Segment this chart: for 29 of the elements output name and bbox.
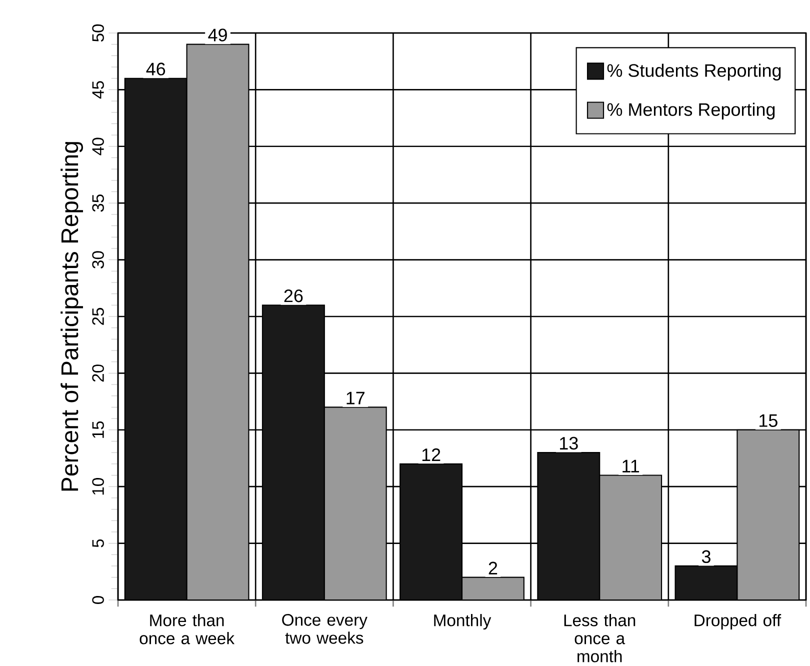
y-tick-label: 45 — [92, 81, 104, 99]
y-tick-label: 0 — [92, 596, 104, 604]
data-label: 46 — [146, 62, 166, 76]
data-label: 13 — [560, 436, 578, 450]
x-tick-label: Less than once a month — [564, 614, 636, 662]
data-label: 12 — [422, 448, 440, 461]
legend-label: % Mentors Reporting — [607, 102, 775, 120]
data-label: 11 — [622, 460, 640, 472]
y-tick-label: 20 — [92, 364, 104, 382]
y-tick-label: 30 — [92, 251, 104, 268]
legend-label: % Students Reporting — [607, 64, 781, 80]
data-label: 2 — [488, 562, 498, 574]
data-label: 3 — [702, 550, 710, 564]
x-tick-label: Once every two weeks — [282, 614, 368, 644]
data-label: 15 — [760, 414, 778, 427]
data-label: 49 — [208, 28, 227, 42]
y-tick-label: 10 — [92, 478, 104, 495]
x-tick-label: Monthly — [434, 614, 492, 630]
y-tick-label: 25 — [92, 308, 104, 325]
y-tick-label: 40 — [92, 138, 104, 156]
y-tick-label: 50 — [92, 24, 104, 42]
data-label: 17 — [346, 392, 364, 404]
y-tick-label: 35 — [92, 194, 104, 212]
x-tick-label: More than once a week — [140, 614, 235, 644]
y-axis-title: Percent of Participants Reporting — [60, 142, 84, 491]
y-tick-label: 5 — [92, 539, 104, 548]
y-tick-label: 15 — [92, 421, 104, 438]
x-tick-label: Dropped off — [694, 614, 782, 630]
data-label: 26 — [284, 289, 303, 302]
